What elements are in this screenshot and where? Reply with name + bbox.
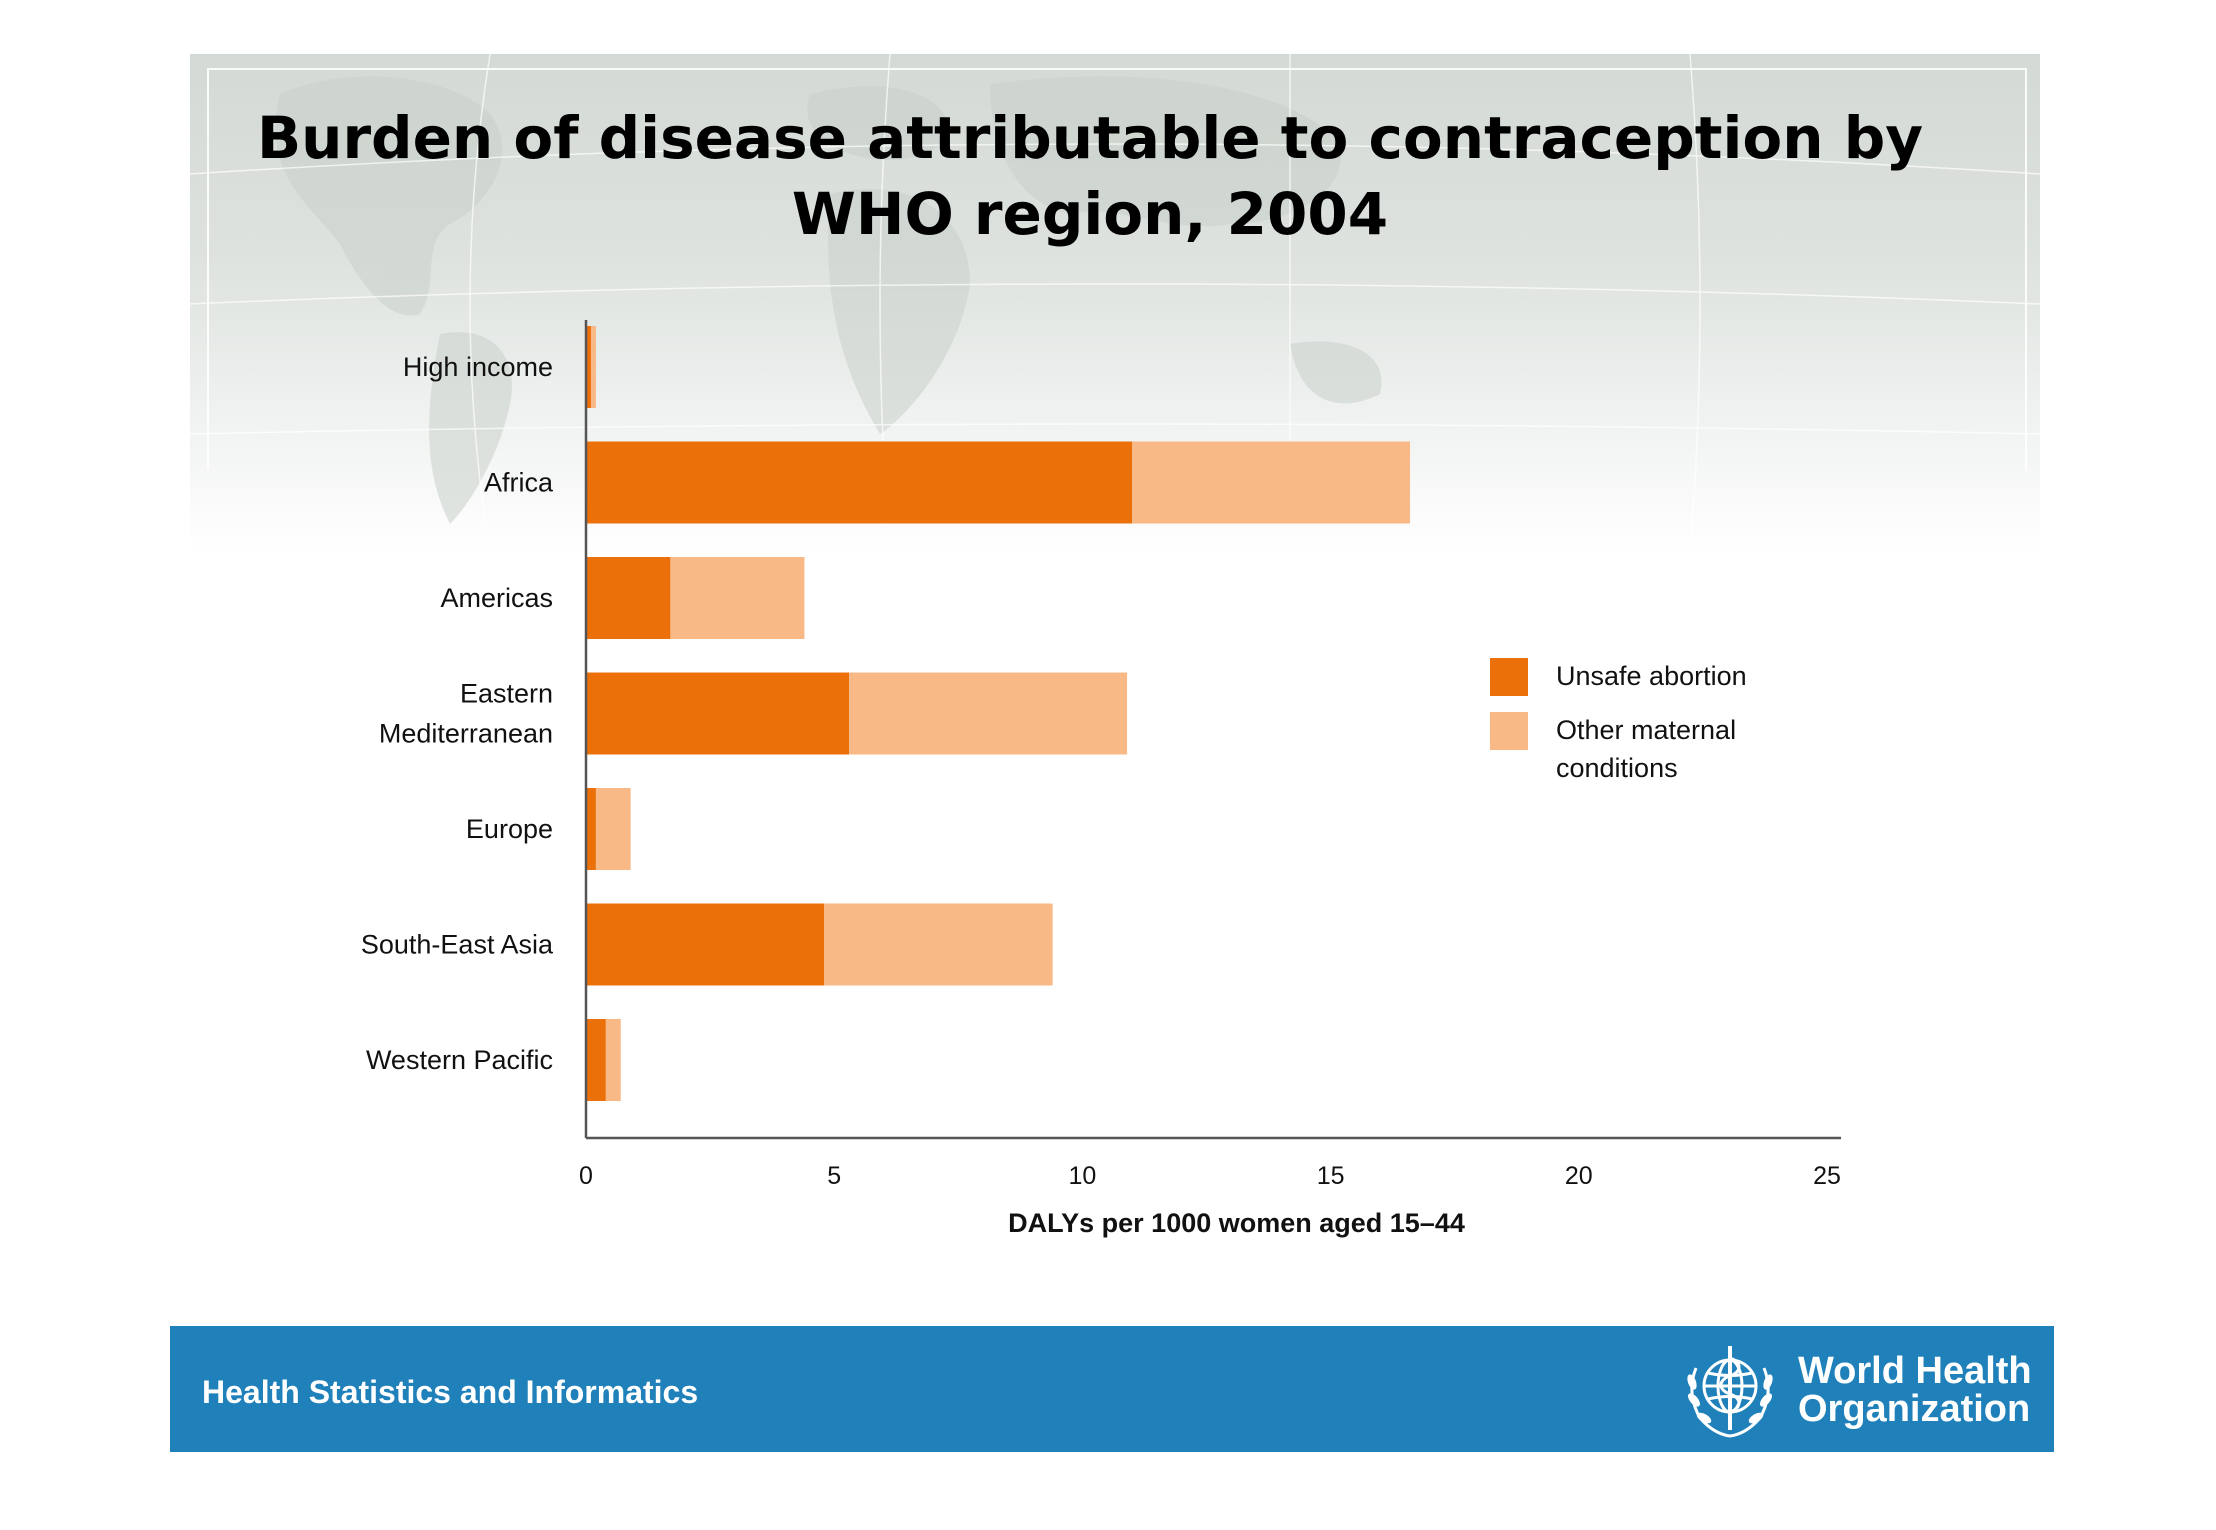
category-label: Africa [484,468,554,498]
world-map-watermark [190,54,2040,554]
category-label: High income [403,352,553,382]
bar-unsafe-abortion [586,441,1133,524]
bar-other-maternal [1132,441,1411,524]
category-label: Western Pacific [366,1045,553,1075]
category-label: Europe [466,814,553,844]
x-tick-label: 20 [1565,1162,1593,1190]
bar-other-maternal [605,1019,621,1101]
bar-chart: High income Africa Americas Eastern Mediterr… [361,320,1841,1238]
category-label: Americas [440,583,553,613]
x-tick-label: 10 [1068,1162,1096,1190]
footer-text: Health Statistics and Informatics [202,1374,699,1410]
footer-bar: Health Statistics and Informatics [170,1326,2054,1452]
who-name-line1: World Health [1798,1350,2032,1392]
legend-swatch-other-maternal [1490,712,1528,750]
chart-title: Burden of disease attributable to contra… [256,104,1924,248]
bar-unsafe-abortion [586,788,596,870]
category-label: South-East Asia [361,930,554,960]
who-emblem-icon [1687,1346,1773,1438]
bar-other-maternal [824,903,1053,986]
legend-label: Unsafe abortion [1556,661,1747,691]
bar-unsafe-abortion [586,557,671,639]
legend-label: Other maternal [1556,715,1736,745]
bar-unsafe-abortion [586,903,825,986]
who-name-line2: Organization [1798,1388,2031,1430]
bar-other-maternal [670,557,805,639]
who-name: World Health Organization [1798,1352,2032,1428]
x-axis-title: DALYs per 1000 women aged 15–44 [1008,1208,1465,1238]
bar-other-maternal [849,672,1128,755]
x-tick-label: 25 [1813,1162,1841,1190]
bar-other-maternal [590,326,596,408]
x-tick-label: 0 [579,1162,593,1190]
bar-other-maternal [595,788,631,870]
who-logo: World Health Organization [1678,1338,2038,1442]
slide-frame [207,68,2027,470]
legend-label: conditions [1556,753,1678,783]
category-label: Mediterranean [379,719,553,749]
bar-unsafe-abortion [586,672,850,755]
bar-unsafe-abortion [586,326,591,408]
legend-swatch-unsafe-abortion [1490,658,1528,696]
x-tick-label: 15 [1317,1162,1345,1190]
bar-unsafe-abortion [586,1019,606,1101]
category-label: Eastern [460,679,553,709]
x-tick-label: 5 [827,1162,841,1190]
